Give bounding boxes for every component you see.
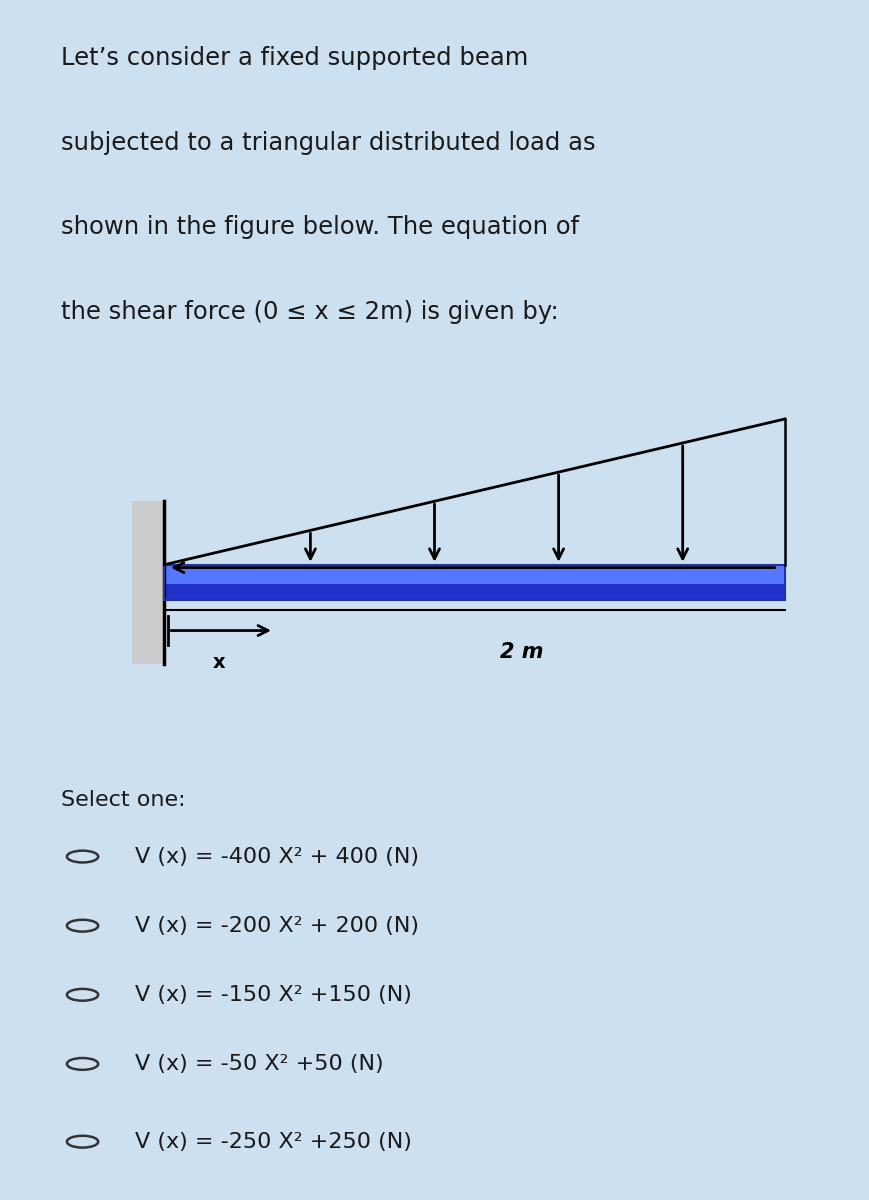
- Text: V (x) = -400 X² + 400 (N): V (x) = -400 X² + 400 (N): [135, 846, 419, 866]
- Text: V (x) = -50 X² +50 (N): V (x) = -50 X² +50 (N): [135, 1054, 383, 1074]
- Text: 2 m: 2 m: [501, 642, 544, 662]
- Bar: [164, 565, 785, 584]
- Bar: [164, 584, 785, 600]
- Text: subjected to a triangular distributed load as: subjected to a triangular distributed lo…: [61, 131, 595, 155]
- Text: x: x: [213, 653, 225, 672]
- Text: the shear force (0 ≤ x ≤ 2m) is given by:: the shear force (0 ≤ x ≤ 2m) is given by…: [61, 300, 559, 324]
- Bar: [164, 565, 785, 600]
- Text: Let’s consider a fixed supported beam: Let’s consider a fixed supported beam: [61, 46, 528, 70]
- Text: V (x) = -150 X² +150 (N): V (x) = -150 X² +150 (N): [135, 985, 412, 1004]
- Text: V (x) = -200 X² + 200 (N): V (x) = -200 X² + 200 (N): [135, 916, 419, 936]
- Text: V (x) = -250 X² +250 (N): V (x) = -250 X² +250 (N): [135, 1132, 412, 1152]
- Bar: [131, 500, 164, 664]
- Text: Select one:: Select one:: [61, 790, 185, 810]
- Text: shown in the figure below. The equation of: shown in the figure below. The equation …: [61, 215, 579, 239]
